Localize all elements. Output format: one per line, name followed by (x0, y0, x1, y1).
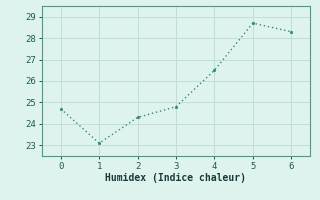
X-axis label: Humidex (Indice chaleur): Humidex (Indice chaleur) (106, 173, 246, 183)
